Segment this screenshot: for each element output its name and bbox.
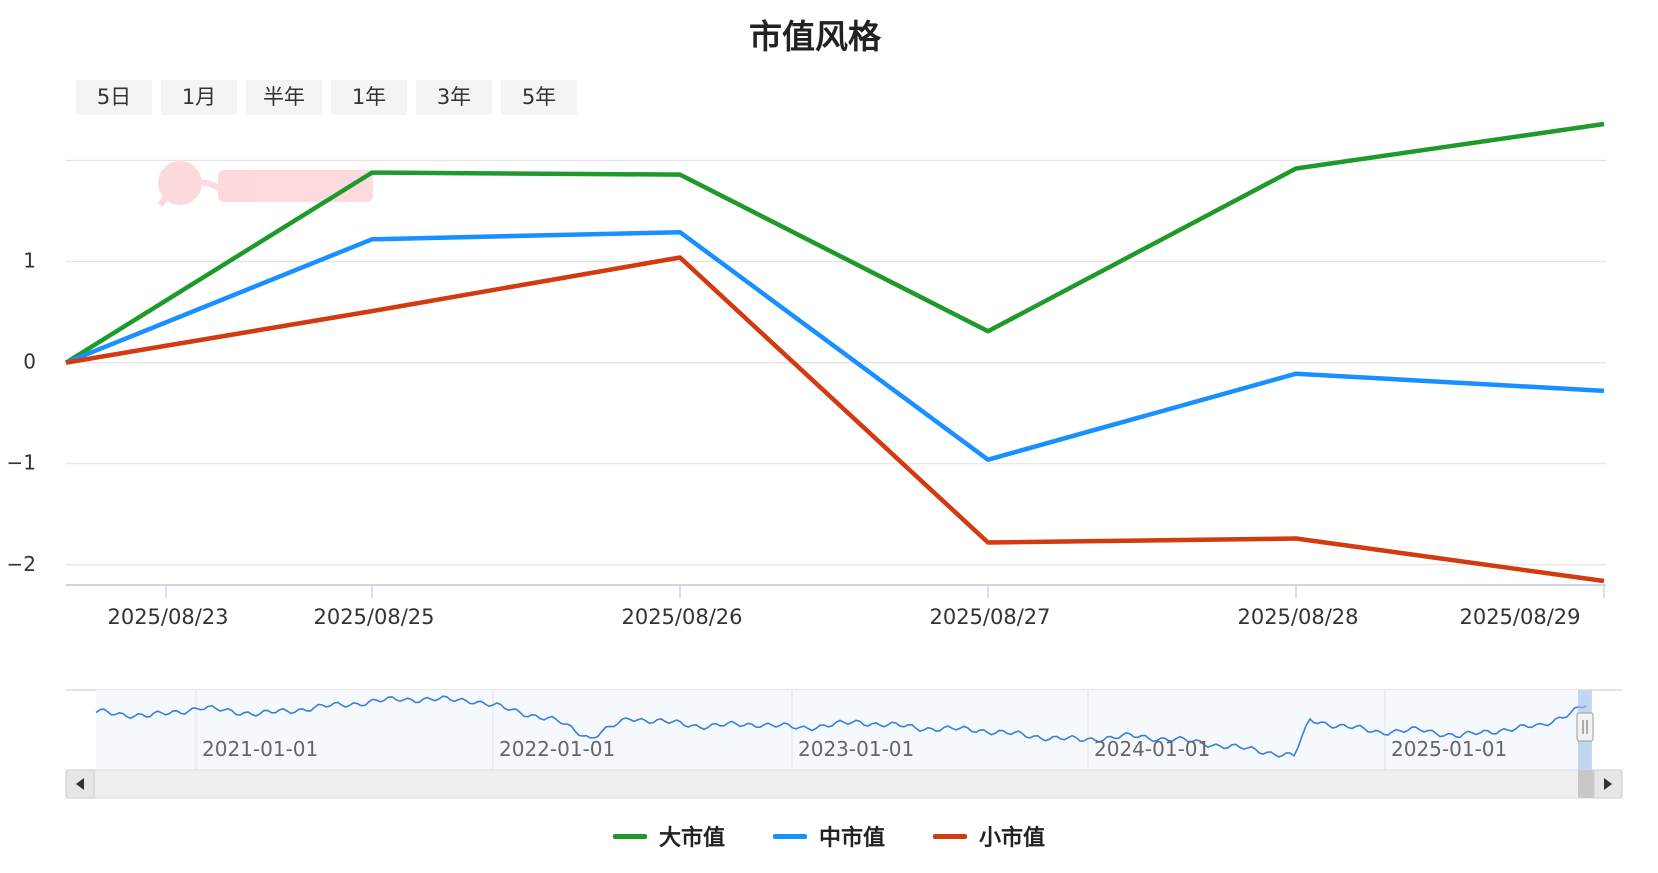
range-button[interactable]: 1月 [161, 80, 237, 115]
legend-label: 中市值 [818, 826, 885, 851]
y-tick-label: 0 [23, 350, 36, 374]
navigator[interactable]: 2021-01-01 2022-01-01 2023-01-01 2024-01-01… [66, 689, 1622, 770]
series-line [65, 255, 1605, 584]
navigator-tick-label: 2024-01-01 [1094, 737, 1210, 761]
navigator-labels: 2021-01-01 2022-01-01 2023-01-01 2024-01-01… [202, 737, 1507, 761]
scrollbar-track[interactable] [65, 769, 1623, 799]
legend-item[interactable]: 中市值 [772, 820, 885, 852]
range-button[interactable]: 5年 [501, 80, 577, 115]
arrow-right-icon [1604, 778, 1612, 790]
legend-label: 小市值 [979, 826, 1046, 851]
x-tick-label: 2025/08/26 [621, 605, 742, 629]
x-tick-label: 2025/08/27 [929, 605, 1050, 629]
scrollbar[interactable] [65, 769, 1623, 799]
x-tick-label: 2025/08/29 [1459, 605, 1580, 629]
chart-title: 市值风格 [749, 17, 882, 56]
navigator-tick-label: 2022-01-01 [499, 737, 615, 761]
series-lines [64, 121, 1605, 584]
legend-swatch [612, 833, 647, 839]
y-tick-label: −2 [7, 552, 36, 576]
x-tick-label: 2025/08/25 [313, 605, 434, 629]
legend-item[interactable]: 大市值 [612, 820, 725, 852]
legend: 大市值 中市值 小市值 [0, 820, 1658, 852]
range-button[interactable]: 1年 [331, 80, 407, 115]
y-tick-label: 1 [23, 249, 36, 273]
arrow-left-icon [76, 778, 84, 790]
legend-swatch [772, 833, 807, 839]
navigator-tick-label: 2025-01-01 [1391, 737, 1507, 761]
legend-label: 大市值 [658, 826, 725, 851]
legend-item[interactable]: 小市值 [933, 820, 1045, 852]
y-axis: −2 −1 0 1 [7, 249, 36, 576]
range-button[interactable]: 3年 [416, 80, 492, 115]
watermark-logo [157, 161, 373, 207]
navigator-series-line [95, 695, 1587, 758]
range-button[interactable]: 5日 [76, 80, 152, 115]
legend-swatch [933, 833, 967, 839]
series-line [64, 121, 1605, 365]
navigator-grid [195, 690, 1386, 770]
scrollbar-thumb[interactable] [1578, 770, 1594, 798]
x-tick-label: 2025/08/23 [107, 605, 228, 629]
series-line [65, 229, 1605, 462]
range-button[interactable]: 半年 [246, 80, 322, 115]
navigator-tick-label: 2021-01-01 [202, 737, 318, 761]
x-tick-label: 2025/08/28 [1237, 605, 1358, 629]
y-tick-label: −1 [7, 451, 36, 475]
navigator-tick-label: 2023-01-01 [798, 737, 914, 761]
navigator-handle[interactable] [1576, 712, 1594, 742]
x-axis: 2025/08/23 2025/08/25 2025/08/26 2025/08/27… [66, 584, 1606, 629]
